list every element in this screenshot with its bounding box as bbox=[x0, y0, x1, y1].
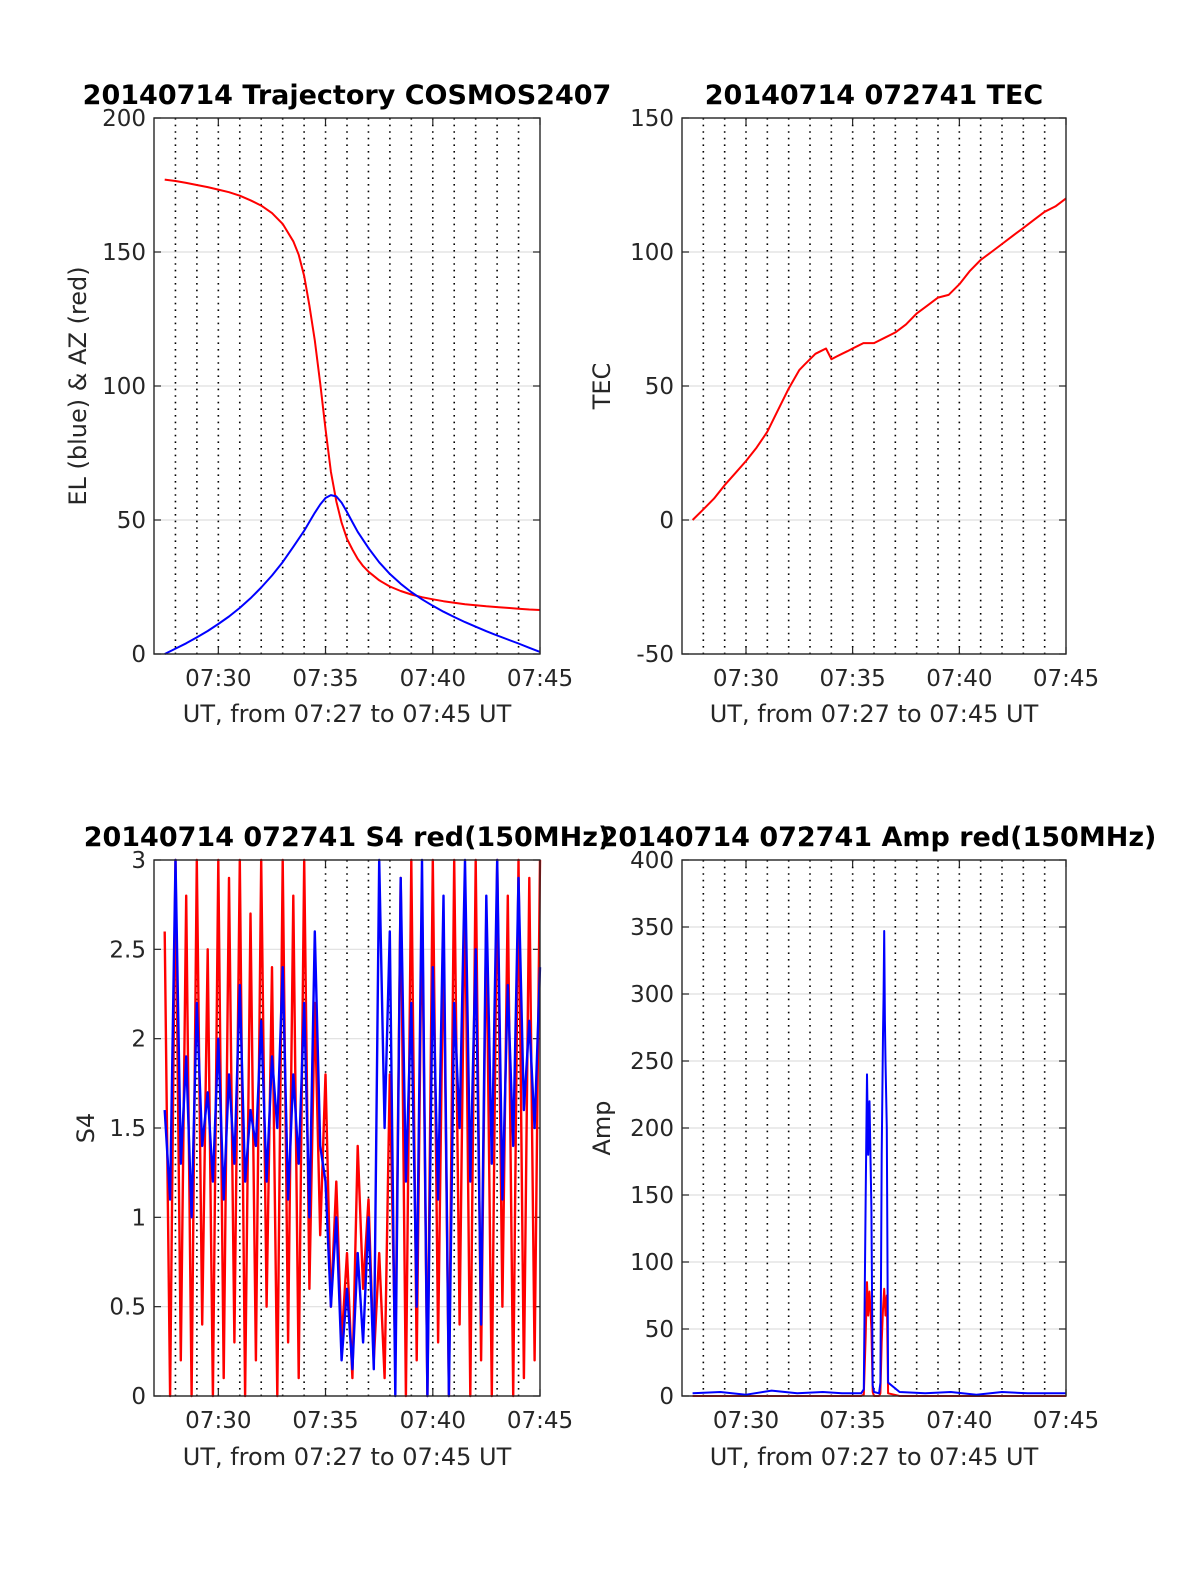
chart-title: 20140714 072741 Amp red(150MHz) bbox=[600, 822, 1157, 853]
chart-title: 20140714 Trajectory COSMOS2407 bbox=[83, 80, 612, 111]
panel-tec: 20140714 072741 TEC UT, from 07:27 to 07… bbox=[588, 80, 1099, 728]
y-tick-label: -50 bbox=[636, 642, 674, 668]
x-tick-label: 07:40 bbox=[400, 666, 466, 692]
series-line-1 bbox=[164, 494, 541, 655]
y-tick-label: 1 bbox=[131, 1205, 146, 1231]
x-tick-label: 07:45 bbox=[507, 666, 573, 692]
x-axis-label: UT, from 07:27 to 07:45 UT bbox=[710, 1443, 1039, 1471]
x-tick-label: 07:30 bbox=[713, 666, 779, 692]
y-tick-label: 50 bbox=[645, 1317, 674, 1343]
y-tick-label: 100 bbox=[630, 1250, 674, 1276]
y-tick-label: 250 bbox=[630, 1049, 674, 1075]
x-axis-label: UT, from 07:27 to 07:45 UT bbox=[710, 700, 1039, 728]
x-tick-label: 07:30 bbox=[185, 666, 251, 692]
y-tick-label: 0.5 bbox=[109, 1295, 146, 1321]
y-axis-label: Amp bbox=[588, 1100, 616, 1155]
y-tick-label: 0 bbox=[659, 508, 674, 534]
x-tick-label: 07:35 bbox=[292, 666, 358, 692]
x-tick-label: 07:30 bbox=[185, 1408, 251, 1434]
series-line-0 bbox=[691, 197, 1067, 521]
y-tick-label: 150 bbox=[630, 106, 674, 132]
x-tick-label: 07:30 bbox=[713, 1408, 779, 1434]
y-tick-label: 3 bbox=[131, 848, 146, 874]
y-tick-label: 100 bbox=[102, 374, 146, 400]
x-tick-label: 07:35 bbox=[292, 1408, 358, 1434]
y-tick-label: 150 bbox=[102, 240, 146, 266]
y-tick-label: 0 bbox=[131, 642, 146, 668]
x-tick-label: 07:35 bbox=[819, 1408, 885, 1434]
x-tick-label: 07:35 bbox=[819, 666, 885, 692]
y-tick-label: 0 bbox=[131, 1384, 146, 1410]
series-line-1 bbox=[163, 858, 542, 1398]
y-tick-label: 0 bbox=[659, 1384, 674, 1410]
series-line-1 bbox=[692, 930, 1066, 1396]
y-tick-label: 2 bbox=[131, 1027, 146, 1053]
y-axis-label: S4 bbox=[72, 1113, 100, 1144]
y-tick-label: 50 bbox=[645, 374, 674, 400]
y-tick-label: 2.5 bbox=[109, 937, 146, 963]
x-tick-label: 07:40 bbox=[400, 1408, 466, 1434]
x-tick-label: 07:45 bbox=[1033, 1408, 1099, 1434]
x-tick-label: 07:45 bbox=[1033, 666, 1099, 692]
y-axis-label: EL (blue) & AZ (red) bbox=[64, 266, 92, 505]
panel-s4: 20140714 072741 S4 red(150MHz) UT, from … bbox=[72, 822, 610, 1471]
y-axis-label: TEC bbox=[588, 363, 616, 411]
y-tick-label: 350 bbox=[630, 915, 674, 941]
panel-trajectory: 20140714 Trajectory COSMOS2407 UT, from … bbox=[64, 80, 611, 728]
plot-area-frame bbox=[681, 117, 1067, 655]
y-tick-label: 150 bbox=[630, 1183, 674, 1209]
x-tick-label: 07:45 bbox=[507, 1408, 573, 1434]
y-tick-label: 50 bbox=[117, 508, 146, 534]
x-axis-label: UT, from 07:27 to 07:45 UT bbox=[183, 1443, 512, 1471]
y-tick-label: 200 bbox=[102, 106, 146, 132]
plot-area-frame bbox=[153, 117, 541, 655]
y-tick-label: 1.5 bbox=[109, 1116, 146, 1142]
series-line-0 bbox=[164, 178, 541, 611]
chart-title: 20140714 072741 S4 red(150MHz) bbox=[84, 822, 611, 853]
plot-area-frame bbox=[153, 859, 541, 1397]
x-tick-label: 07:40 bbox=[926, 1408, 992, 1434]
x-tick-label: 07:40 bbox=[926, 666, 992, 692]
y-tick-label: 200 bbox=[630, 1116, 674, 1142]
panel-amp: 20140714 072741 Amp red(150MHz) UT, from… bbox=[588, 822, 1156, 1471]
y-tick-label: 100 bbox=[630, 240, 674, 266]
y-tick-label: 300 bbox=[630, 982, 674, 1008]
y-tick-label: 400 bbox=[630, 848, 674, 874]
chart-title: 20140714 072741 TEC bbox=[705, 80, 1044, 111]
x-axis-label: UT, from 07:27 to 07:45 UT bbox=[183, 700, 512, 728]
plot-area-frame bbox=[681, 859, 1067, 1397]
